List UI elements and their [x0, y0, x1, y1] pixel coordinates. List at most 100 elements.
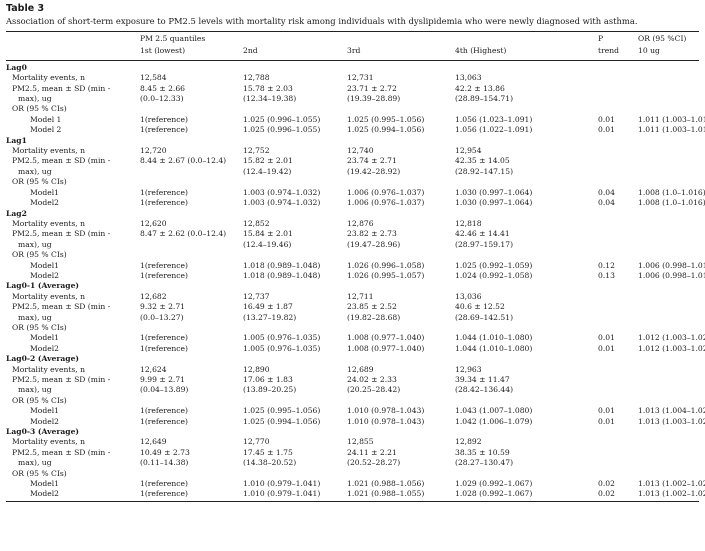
group-title-row: Lag0-1 (Average): [6, 281, 699, 291]
row-label: OR (95 % CIs): [12, 177, 67, 187]
or-value: 1.042 (1.006–1.079): [455, 416, 533, 426]
empty-cell: [243, 104, 347, 114]
mortality-value: 12,963: [455, 364, 482, 374]
empty-cell: [347, 323, 455, 333]
pm-mean-value: 9.99 ± 2.71: [140, 375, 186, 384]
pm-range-value: (13.89–20.25): [243, 385, 297, 395]
or-value: 1.005 (0.976–1.035): [243, 333, 321, 343]
pm-mean-value: 24.11 ± 2.21: [347, 447, 397, 457]
p-trend-value: 0.02: [598, 489, 639, 502]
header-q4: 4th (Highest): [455, 46, 507, 56]
empty-cell: [598, 229, 638, 239]
pm-mean-value: 10.49 ± 2.73: [140, 447, 190, 457]
pm-range-value: (28.97–159.17): [455, 239, 514, 249]
empty-cell: [598, 84, 638, 94]
group-title: Lag0: [6, 62, 27, 72]
or-value: 1.024 (0.992–1.058): [455, 270, 533, 280]
empty-cell: [455, 104, 598, 114]
model-row: Model 1 1(reference) 1.025 (0.996–1.055) 1.…: [6, 114, 705, 125]
model-row: Model2 1(reference) 1.005 (0.976–1.035) 1.0…: [6, 343, 705, 354]
empty-cell: [598, 365, 638, 375]
or-value: 1.021 (0.988–1.056): [347, 479, 425, 489]
model-name: Model1: [30, 406, 59, 416]
header-or-1: OR (95 %CI): [638, 31, 700, 45]
empty-cell: [638, 365, 699, 375]
mortality-row: Mortality events, n 12,624 12,890 12,689 12,…: [6, 365, 699, 375]
empty-cell: [598, 458, 638, 468]
empty-cell: [598, 146, 638, 156]
or-value: 1.028 (0.992–1.067): [455, 489, 599, 502]
p-trend-value: 0.04: [598, 198, 615, 208]
or-value: 1(reference): [140, 489, 243, 502]
empty-cell: [638, 156, 699, 166]
empty-cell: [638, 385, 699, 395]
or-value: 1(reference): [140, 343, 188, 353]
empty-cell: [243, 469, 347, 479]
or-10ug-value: 1.013 (1.004–1.024): [638, 406, 705, 416]
pm-mean-value: 8.47 ± 2.62 (0.0–12.4): [140, 229, 227, 239]
group-title: Lag0-3 (Average): [6, 427, 80, 437]
empty-cell: [243, 281, 347, 291]
header-q2: 2nd: [243, 46, 258, 56]
empty-cell: [638, 229, 699, 239]
mortality-row: Mortality events, n 12,620 12,852 12,876 12,…: [6, 219, 699, 229]
empty-cell: [140, 469, 243, 479]
mortality-value: 12,584: [140, 73, 167, 83]
mortality-row: Mortality events, n 12,720 12,752 12,740 12,…: [6, 146, 699, 156]
empty-cell: [347, 396, 455, 406]
row-label: Mortality events, n: [12, 146, 86, 156]
model-row: Model1 1(reference) 1.025 (0.995–1.056) 1.0…: [6, 406, 705, 416]
mortality-value: 12,720: [140, 146, 167, 156]
empty-cell: [243, 177, 347, 187]
or-label-row: OR (95 % CIs): [6, 250, 699, 260]
mortality-value: 12,737: [243, 291, 270, 301]
empty-cell: [455, 354, 598, 364]
empty-cell: [638, 209, 699, 219]
empty-cell: [638, 427, 699, 437]
empty-cell: [598, 177, 638, 187]
empty-cell: [455, 427, 598, 437]
mortality-value: 12,954: [455, 146, 482, 156]
model-row: Model2 1(reference) 1.010 (0.979–1.041) 1.0…: [6, 489, 705, 502]
p-trend-value: 0.13: [598, 270, 615, 280]
empty-cell: [598, 136, 638, 146]
model-name: Model1: [30, 479, 59, 489]
mortality-value: 12,624: [140, 364, 167, 374]
empty-cell: [638, 302, 699, 312]
empty-cell: [638, 94, 699, 104]
or-value: 1(reference): [140, 114, 188, 124]
model-name: Model1: [30, 187, 59, 197]
row-label: PM2.5, mean ± SD (min -: [12, 229, 111, 239]
model-name: Model 1: [30, 114, 62, 124]
or-value: 1.008 (0.977–1.040): [347, 333, 425, 343]
empty-cell: [598, 219, 638, 229]
mortality-value: 12,770: [243, 437, 270, 447]
model-row: Model2 1(reference) 1.003 (0.974–1.032) 1.0…: [6, 198, 705, 208]
empty-cell: [638, 469, 699, 479]
row-label: Mortality events, n: [12, 218, 86, 228]
mortality-value: 12,689: [347, 364, 374, 374]
or-value: 1.018 (0.989–1.048): [243, 270, 321, 280]
or-10ug-value: 1.012 (1.003–1.021): [638, 333, 705, 343]
or-value: 1(reference): [140, 406, 188, 416]
model-row: Model1 1(reference) 1.005 (0.976–1.035) 1.0…: [6, 333, 705, 343]
empty-cell: [598, 240, 638, 250]
row-label: max), ug: [18, 458, 52, 468]
group-title: Lag0-2 (Average): [6, 354, 80, 364]
empty-cell: [243, 354, 347, 364]
empty-cell: [347, 250, 455, 260]
empty-cell: [140, 177, 243, 187]
mortality-value: 12,788: [243, 73, 270, 83]
empty-cell: [455, 136, 598, 146]
pm-range-value: (20.25–28.42): [347, 385, 401, 395]
empty-cell: [638, 458, 699, 468]
pm-mean-value: 24.02 ± 2.33: [347, 375, 397, 384]
pm-range-row: max), ug (0.0–12.33) (12.34–19.38) (19.39–2…: [6, 94, 699, 104]
model-name: Model2: [30, 270, 59, 280]
row-label: OR (95 % CIs): [12, 322, 67, 332]
or-label-row: OR (95 % CIs): [6, 323, 699, 333]
empty-cell: [638, 146, 699, 156]
row-label: max), ug: [18, 239, 52, 249]
or-10ug-value: 1.012 (1.003–1.021): [638, 343, 705, 353]
or-value: 1.010 (0.979–1.041): [243, 489, 347, 502]
